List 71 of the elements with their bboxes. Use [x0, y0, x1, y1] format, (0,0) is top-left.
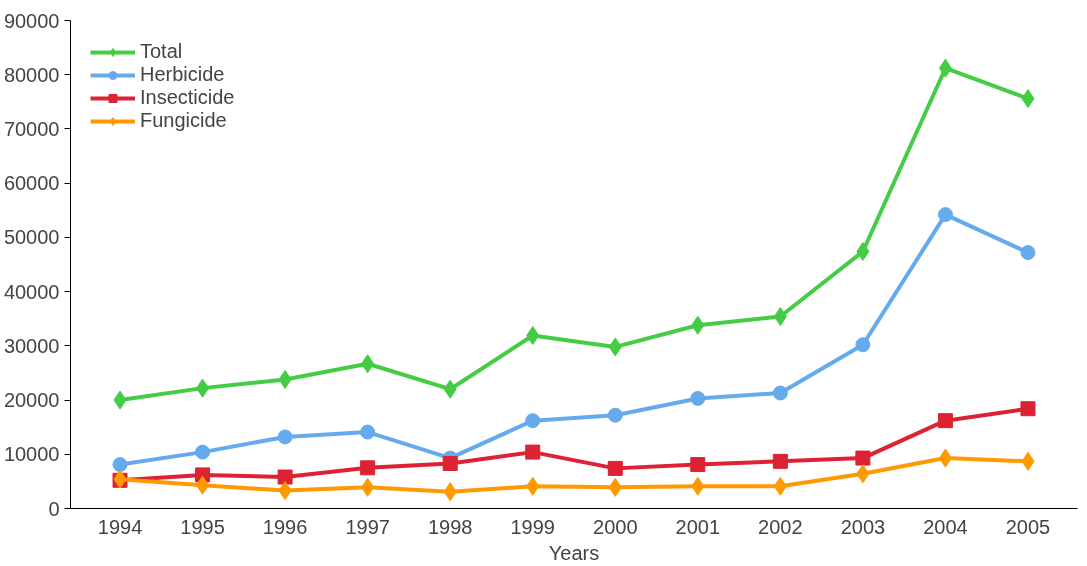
point — [1021, 451, 1035, 471]
point — [772, 385, 788, 401]
point — [1020, 401, 1036, 417]
y-tick-label: 0 — [48, 497, 60, 520]
x-tick-label: 2002 — [758, 515, 803, 538]
point — [196, 378, 210, 398]
y-tick-label: 60000 — [3, 172, 60, 195]
legend-label: Insecticide — [140, 86, 235, 109]
point — [938, 448, 952, 468]
point — [1020, 245, 1036, 261]
point — [690, 390, 706, 406]
point — [196, 475, 210, 495]
point — [361, 354, 375, 374]
point — [361, 477, 375, 497]
x-tick-label: 2000 — [593, 515, 638, 538]
point — [773, 476, 787, 496]
point — [360, 460, 376, 476]
point — [938, 58, 952, 78]
x-tick-label: 1998 — [427, 515, 473, 538]
point — [112, 457, 128, 473]
legend-label: Herbicide — [140, 63, 225, 86]
x-tick-label: 2003 — [840, 515, 886, 538]
point — [607, 460, 623, 476]
y-tick-label: 80000 — [3, 63, 60, 86]
x-tick-label: 1996 — [262, 515, 308, 538]
point — [608, 477, 622, 497]
y-tick-label: 30000 — [3, 334, 60, 357]
y-tick-label: 40000 — [3, 280, 60, 303]
point — [278, 481, 292, 501]
point — [277, 469, 293, 485]
point — [855, 450, 871, 466]
point — [691, 476, 705, 496]
x-axis-title: Years — [548, 541, 600, 564]
y-tick-label: 70000 — [3, 117, 60, 140]
legend-label: Total — [140, 40, 183, 63]
point — [773, 307, 787, 327]
point — [937, 413, 953, 429]
point — [526, 326, 540, 346]
legend-label: Fungicide — [140, 109, 227, 132]
point — [195, 444, 211, 460]
point — [691, 315, 705, 335]
x-tick-label: 1995 — [180, 515, 225, 538]
y-tick-label: 20000 — [3, 389, 60, 412]
point — [856, 464, 870, 484]
point — [856, 241, 870, 261]
point — [607, 407, 623, 423]
point — [277, 429, 293, 445]
point — [937, 207, 953, 223]
x-tick-label: 1999 — [510, 515, 555, 538]
point — [360, 424, 376, 440]
point — [443, 379, 457, 399]
point — [442, 456, 458, 471]
x-tick-label: 2001 — [675, 515, 721, 538]
y-tick-label: 10000 — [3, 443, 60, 466]
point — [772, 453, 788, 469]
point — [1021, 89, 1035, 109]
point — [608, 337, 622, 357]
point — [525, 444, 541, 460]
point — [525, 413, 541, 429]
point — [526, 476, 540, 496]
x-tick-label: 1994 — [97, 515, 143, 538]
point — [278, 369, 292, 389]
point — [113, 390, 127, 410]
point — [443, 482, 457, 502]
x-tick-label: 1997 — [345, 515, 390, 538]
y-tick-label: 50000 — [3, 226, 60, 249]
x-tick-label: 2005 — [1005, 515, 1051, 538]
y-tick-label: 90000 — [3, 9, 60, 32]
x-tick-label: 2004 — [923, 515, 968, 538]
point — [690, 457, 706, 473]
point — [855, 337, 871, 353]
